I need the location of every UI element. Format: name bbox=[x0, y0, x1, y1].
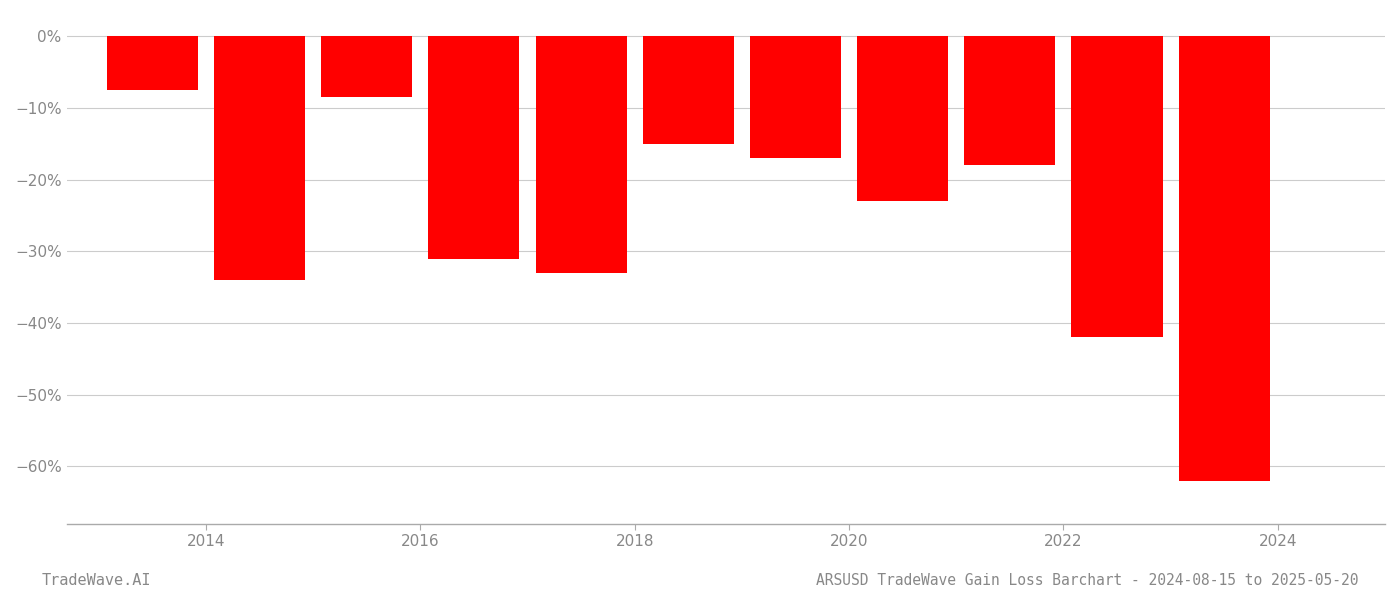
Bar bbox=[214, 37, 305, 280]
Bar bbox=[536, 37, 627, 273]
Bar bbox=[321, 37, 412, 97]
Bar bbox=[643, 37, 734, 144]
Bar bbox=[857, 37, 948, 201]
Text: ARSUSD TradeWave Gain Loss Barchart - 2024-08-15 to 2025-05-20: ARSUSD TradeWave Gain Loss Barchart - 20… bbox=[815, 573, 1358, 588]
Bar bbox=[1179, 37, 1270, 481]
Bar bbox=[428, 37, 519, 259]
Bar bbox=[1071, 37, 1162, 337]
Bar bbox=[750, 37, 841, 158]
Text: TradeWave.AI: TradeWave.AI bbox=[42, 573, 151, 588]
Bar bbox=[965, 37, 1056, 166]
Bar bbox=[106, 37, 197, 90]
